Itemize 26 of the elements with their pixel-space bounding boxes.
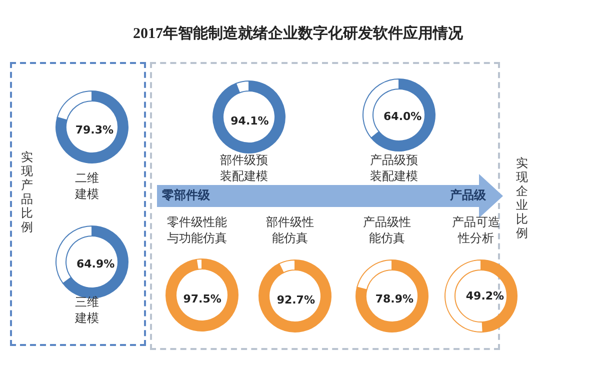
data-label: 94.1% [230,114,269,128]
chart-title: 产品级性能仿真 [362,214,412,246]
data-label: 64.0% [384,110,422,124]
data-label: 78.9% [375,292,414,306]
text: 实现产品比例 [21,150,34,234]
data-label: 79.3% [75,124,114,137]
text: 实现企业比例 [516,156,529,240]
text: 零部件级 [162,187,210,204]
donut-slice [356,260,428,332]
text: 三维建模 [74,294,100,326]
donut-slice [56,90,128,164]
donut-slice [212,80,286,154]
data-label: 97.5% [183,292,222,306]
text: 产品级 [450,187,486,204]
data-label: 92.7% [276,293,315,306]
data-label: 49.2% [466,289,504,302]
donut-slice [166,258,238,332]
text: 2017年智能制造就绪企业数字化研发软件应用情况 [132,24,464,43]
text: 部件级预装配建模 [219,152,269,184]
chart-title: 零件级性能与功能仿真 [166,214,228,246]
text: 产品级预装配建模 [369,152,419,184]
chart-title: 产品可造性分析 [451,214,501,246]
chart-title: 部件级性能仿真 [265,214,315,246]
donut-slice [258,260,332,332]
data-label: 64.9% [76,257,115,270]
text: 二维建模 [74,170,100,202]
